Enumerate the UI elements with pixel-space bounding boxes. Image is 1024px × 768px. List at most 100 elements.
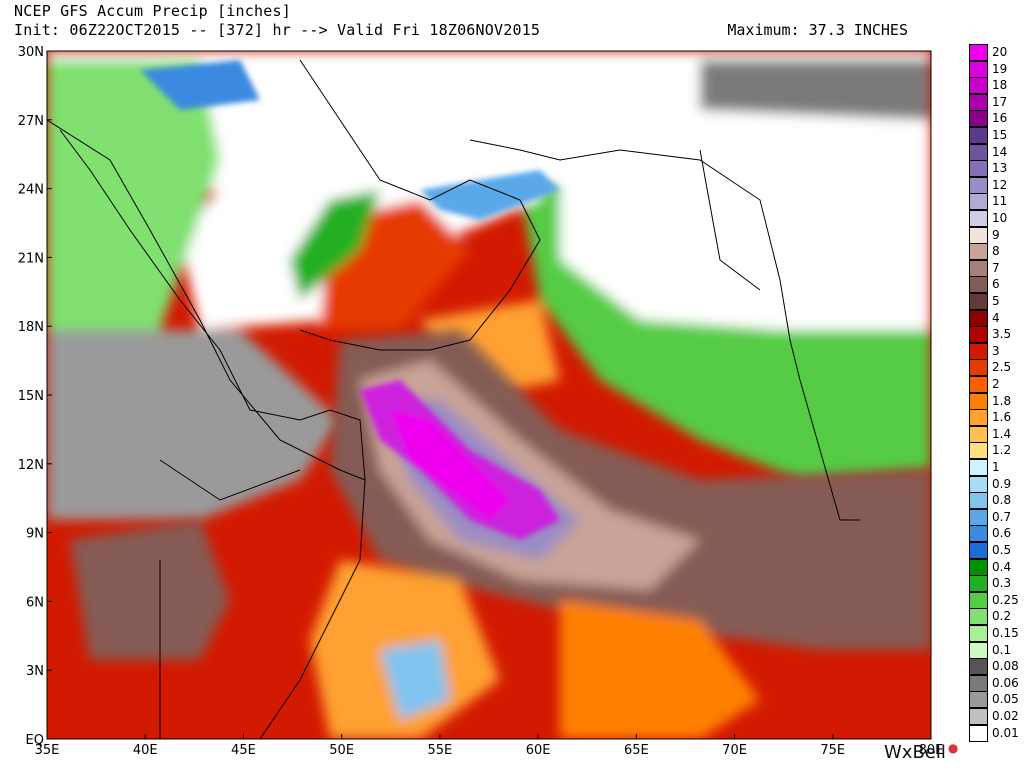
legend-item: 0.7 xyxy=(969,508,1018,526)
lat-label: 6N xyxy=(26,595,44,610)
legend-label: 0.08 xyxy=(992,659,1019,674)
legend-item: 0.25 xyxy=(969,591,1019,609)
lat-label: 3N xyxy=(26,664,44,679)
legend-label: 0.5 xyxy=(992,543,1012,557)
lat-label: 21N xyxy=(18,251,44,266)
brand-dot-icon: ● xyxy=(947,741,959,755)
legend-item: 0.02 xyxy=(969,708,1019,725)
legend-label: 1 xyxy=(992,460,1000,474)
legend-label: 0.2 xyxy=(992,609,1012,624)
legend-swatch xyxy=(969,442,988,460)
legend-swatch xyxy=(969,409,988,427)
lon-label: 35E xyxy=(35,743,60,758)
legend-swatch xyxy=(969,674,988,692)
lat-label: 12N xyxy=(18,458,44,473)
legend-label: 10 xyxy=(992,211,1008,225)
legend-label: 8 xyxy=(992,244,1000,259)
legend-swatch xyxy=(969,492,988,510)
lon-label: 70E xyxy=(722,743,747,758)
legend-item: 2.5 xyxy=(969,359,1018,377)
legend-label: 3.5 xyxy=(992,327,1012,342)
legend-swatch xyxy=(969,176,988,194)
legend-item: 0.6 xyxy=(969,525,1018,543)
legend-swatch xyxy=(969,459,988,476)
legend-item: 0.06 xyxy=(969,674,1019,692)
lon-label: 55E xyxy=(428,743,453,758)
legend-swatch xyxy=(969,575,988,593)
legend-swatch xyxy=(969,193,988,211)
legend-swatch xyxy=(969,508,988,526)
legend-swatch xyxy=(969,226,988,244)
legend-swatch xyxy=(969,77,988,95)
coastlines xyxy=(47,59,860,739)
legend-label: 1.6 xyxy=(992,410,1012,425)
legend-swatch xyxy=(969,259,988,277)
legend-label: 1.8 xyxy=(992,393,1012,408)
lon-label: 50E xyxy=(329,743,354,758)
lon-label: 60E xyxy=(526,743,551,758)
legend-item: 3 xyxy=(969,342,1018,360)
legend-label: 0.15 xyxy=(992,626,1019,640)
legend-swatch xyxy=(969,392,988,410)
legend-item: 0.05 xyxy=(969,691,1019,709)
legend-swatch xyxy=(969,342,988,360)
legend-swatch xyxy=(969,542,988,559)
legend-label: 0.01 xyxy=(992,725,1019,740)
lon-label: 45E xyxy=(231,743,256,758)
legend-item: 8 xyxy=(969,243,1018,261)
legend-label: 0.8 xyxy=(992,493,1012,508)
legend-label: 0.3 xyxy=(992,576,1012,591)
legend-label: 13 xyxy=(992,161,1008,176)
lat-label: 9N xyxy=(26,527,44,542)
legend-label: 0.7 xyxy=(992,509,1012,524)
legend-label: 9 xyxy=(992,227,1000,242)
legend-swatch xyxy=(969,724,988,742)
legend-swatch xyxy=(969,475,988,493)
legend-item: 1.4 xyxy=(969,425,1018,443)
legend-item: 3.5 xyxy=(969,326,1018,344)
legend-item: 0.4 xyxy=(969,558,1018,576)
lat-label: 18N xyxy=(18,320,44,335)
legend-swatch xyxy=(969,376,988,393)
legend-item: 0.15 xyxy=(969,625,1019,642)
legend-swatch xyxy=(969,658,988,676)
legend-swatch xyxy=(969,591,988,609)
legend-item: 1.8 xyxy=(969,392,1018,410)
legend-swatch xyxy=(969,525,988,543)
lat-label: 24N xyxy=(18,183,44,198)
brand-text: WxBell xyxy=(884,742,946,763)
legend-item: 1 xyxy=(969,459,1018,476)
legend-swatch xyxy=(969,326,988,344)
wxbell-logo: WxBell ● xyxy=(884,741,959,763)
legend-item: 1.6 xyxy=(969,409,1018,427)
legend-swatch xyxy=(969,359,988,377)
legend-item: 20 xyxy=(969,44,1018,61)
legend-swatch xyxy=(969,127,988,144)
legend-label: 4 xyxy=(992,310,1000,325)
legend-label: 14 xyxy=(992,144,1008,159)
legend-label: 0.4 xyxy=(992,559,1012,574)
legend-item: 0.8 xyxy=(969,492,1018,510)
legend-swatch xyxy=(969,608,988,626)
legend-item: 7 xyxy=(969,259,1018,277)
legend-item: 5 xyxy=(969,293,1018,310)
legend-item: 0.5 xyxy=(969,542,1018,559)
legend-label: 1.2 xyxy=(992,443,1012,458)
legend-swatch xyxy=(969,293,988,310)
legend-label: 2 xyxy=(992,377,1000,391)
legend-label: 2.5 xyxy=(992,360,1012,375)
legend-swatch xyxy=(969,276,988,294)
lat-label: 30N xyxy=(18,45,44,60)
legend-label: 16 xyxy=(992,111,1008,126)
legend-label: 20 xyxy=(992,45,1008,59)
legend-label: 0.02 xyxy=(992,709,1019,723)
legend-item: 11 xyxy=(969,193,1018,211)
legend-item: 9 xyxy=(969,226,1018,244)
legend-item: 14 xyxy=(969,143,1018,161)
lat-label: 27N xyxy=(18,114,44,129)
legend-item: 0.2 xyxy=(969,608,1018,626)
legend-swatch xyxy=(969,309,988,327)
legend-item: 0.9 xyxy=(969,475,1018,493)
legend-label: 5 xyxy=(992,294,1000,308)
